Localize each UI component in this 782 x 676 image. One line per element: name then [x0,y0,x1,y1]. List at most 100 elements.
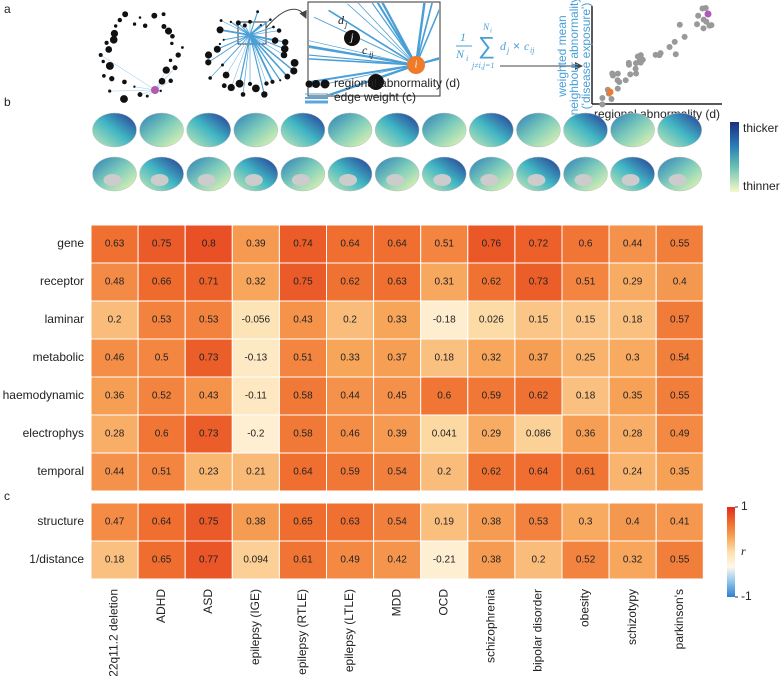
x-axis-label: regional abnormality (d) [594,107,720,121]
node [133,85,136,88]
brain-maps [92,112,702,192]
cell-label: 0.62 [529,391,549,402]
point [681,33,688,40]
cell-label: 0.2 [531,555,545,566]
row-label: temporal [37,464,84,478]
edge [220,20,251,36]
cell-label: 0.77 [199,555,219,566]
cell-label: 0.29 [623,277,643,288]
brain-medial [433,174,452,186]
edge [249,26,274,36]
brain-medial [150,174,169,186]
brain-medial [197,174,216,186]
node [284,73,291,80]
cell-label: 0.6 [579,239,593,250]
cell-label: 0.61 [576,467,596,478]
cell-label: 0.18 [623,315,643,326]
heatmap-cell [231,376,280,416]
node [101,59,105,64]
heatmap-cell [420,300,469,340]
node [247,81,253,87]
cell-label: 0.62 [482,277,502,288]
brain [92,156,137,192]
edge [416,0,425,65]
cell-label: 0.75 [152,239,172,250]
node [109,76,115,82]
heatmap-cell [655,452,704,492]
heatmap-cell [655,540,704,580]
x-tick-label: bipolar disorder [531,589,545,672]
heatmap-cell [278,224,327,264]
cell-label: 0.64 [529,467,549,478]
brain-medial [386,174,405,186]
node [145,94,149,98]
cell-label: 0.041 [432,429,457,440]
node [235,79,244,88]
edge [237,22,251,36]
brain-medial [480,174,499,186]
point [625,61,632,68]
cell-label: 0.48 [105,277,125,288]
cell-label: 0.64 [293,467,313,478]
node [113,24,118,28]
brain [92,112,137,148]
row-label: haemodynamic [3,388,84,402]
node [235,20,241,26]
brain-medial [527,174,546,186]
cell-label: 0.086 [526,429,551,440]
brain-medial [103,174,122,186]
edge [375,0,416,65]
point [676,21,683,28]
cell-label: 0.75 [293,277,313,288]
y-axis-label: neighbour abnormality [567,0,581,115]
edge [225,34,251,76]
edge [249,34,281,81]
x-tick-label: parkinson's [672,589,686,649]
cell-label: 0.53 [529,517,549,528]
colorbar-label: r [741,544,746,558]
edge [249,34,274,83]
edge [249,11,259,36]
cell-label: 0.6 [155,429,169,440]
formula-part: × [513,39,520,53]
heatmap-cell [326,262,375,302]
point [700,25,707,32]
node [162,66,170,74]
brain-medial [668,174,687,186]
node [213,45,221,53]
edge [416,29,536,65]
brain [563,156,608,192]
cell-label: 0.28 [623,429,643,440]
heatmap-cell [608,502,657,542]
x-tick-label: epilepsy (LTLE) [342,589,356,672]
row-label: metabolic [33,350,84,364]
thickness-colorbar [730,122,739,192]
cell-label: 0.37 [387,353,407,364]
cell-label: 0.32 [482,353,502,364]
cell-label: 0.51 [576,277,596,288]
node [122,11,129,18]
edge [242,34,251,95]
heatmap-cell [231,300,280,340]
row-label: receptor [40,274,84,288]
cell-label: 0.71 [199,277,219,288]
edge [314,17,416,65]
point [606,88,614,96]
cell-label: 0.3 [626,353,640,364]
cell-label: 0.36 [105,391,125,402]
edge [416,0,434,65]
legend-node [305,80,313,88]
edge [231,34,251,88]
node [105,62,114,70]
point [632,65,639,72]
cell-label: 0.55 [670,555,690,566]
edge [329,10,416,65]
brain [374,112,420,148]
cell-label: 0.8 [202,239,216,250]
node [102,74,106,78]
cell-label: 0.51 [293,353,313,364]
cell-label: 0.35 [623,391,643,402]
row-label: electrophys [23,426,84,440]
point [694,21,701,28]
cell-label: 0.44 [623,239,643,250]
